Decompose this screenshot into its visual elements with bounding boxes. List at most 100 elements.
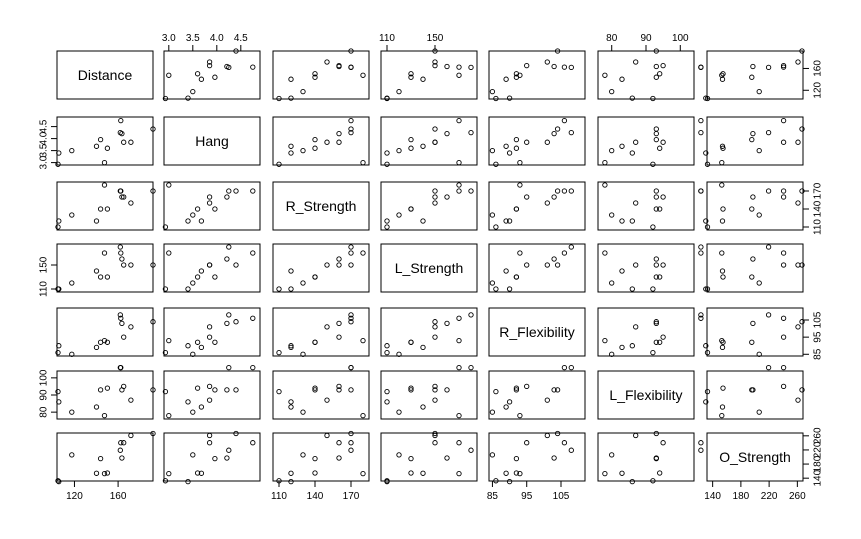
data-point: [619, 470, 625, 476]
data-point: [653, 194, 659, 200]
tick-label: 100: [39, 369, 50, 386]
data-point: [517, 182, 523, 188]
data-point: [602, 159, 608, 166]
data-point: [720, 339, 726, 345]
data-point: [756, 212, 762, 218]
data-point: [703, 95, 709, 101]
data-point: [69, 452, 75, 458]
panel-r-flexibility-vs-distance: [55, 307, 156, 357]
data-point: [384, 224, 390, 230]
data-point: [104, 206, 111, 212]
data-point: [456, 315, 462, 321]
data-point: [185, 286, 191, 292]
data-point: [166, 337, 172, 344]
data-point: [653, 319, 659, 325]
data-point: [544, 262, 550, 268]
data-point: [544, 432, 550, 439]
data-point: [276, 388, 282, 395]
data-point: [288, 95, 294, 101]
data-point: [93, 344, 100, 351]
data-point: [69, 409, 75, 415]
data-point: [517, 250, 523, 256]
data-point: [704, 349, 711, 356]
data-point: [198, 470, 205, 476]
data-point: [212, 274, 218, 280]
axis-hang-left: 3.03.54.04.5: [39, 119, 58, 170]
data-point: [503, 218, 509, 224]
data-point: [396, 409, 402, 415]
data-point: [698, 64, 704, 71]
data-point: [432, 194, 438, 200]
data-point: [432, 334, 438, 340]
data-point: [657, 274, 663, 280]
data-point: [503, 143, 509, 149]
data-point: [348, 364, 354, 371]
data-point: [117, 188, 123, 194]
data-point: [657, 206, 663, 212]
panel-distance-vs-o-strength: [703, 48, 805, 102]
tick-label: 4.5: [39, 119, 50, 133]
data-point: [653, 126, 659, 132]
panel-frame: [488, 432, 586, 482]
data-point: [513, 455, 520, 462]
data-point: [396, 88, 402, 95]
data-point: [119, 320, 125, 327]
panel-o-strength-vs-l-flexibility: [597, 430, 704, 485]
data-point: [720, 145, 726, 151]
tick-label: 85: [813, 348, 824, 360]
tick-label: 85: [487, 491, 499, 502]
data-point: [226, 64, 232, 71]
panel-frame: [380, 116, 478, 166]
data-point: [629, 343, 635, 349]
data-point: [456, 470, 462, 477]
data-point: [101, 412, 108, 419]
data-point: [224, 387, 230, 393]
data-point: [162, 224, 169, 230]
data-point: [568, 364, 574, 371]
data-point: [128, 324, 134, 330]
data-point: [348, 129, 354, 136]
data-point: [360, 250, 366, 256]
data-point: [780, 364, 787, 371]
data-point: [312, 71, 318, 77]
data-point: [55, 224, 61, 230]
data-point: [660, 139, 666, 145]
data-point: [780, 117, 787, 124]
variable-label-r-strength: R_Strength: [286, 198, 357, 214]
data-point: [212, 339, 218, 345]
panel-l-strength-vs-r-flexibility: [488, 243, 586, 293]
data-point: [300, 351, 306, 357]
data-point: [384, 95, 390, 101]
data-point: [432, 387, 438, 393]
data-point: [524, 383, 530, 390]
panel-frame: [597, 116, 695, 166]
panel-r-flexibility-vs-hang: [162, 307, 261, 357]
variable-label-r-flexibility: R_Flexibility: [499, 324, 574, 340]
data-point: [795, 262, 801, 268]
data-point: [150, 319, 156, 325]
data-point: [561, 250, 568, 256]
data-point: [118, 315, 124, 321]
data-point: [660, 262, 666, 268]
data-point: [300, 452, 306, 458]
data-point: [756, 88, 762, 95]
data-point: [719, 76, 726, 82]
data-point: [212, 206, 218, 212]
data-point: [561, 440, 568, 446]
data-point: [657, 470, 663, 476]
data-point: [117, 312, 123, 318]
data-point: [348, 319, 354, 325]
data-point: [226, 312, 232, 318]
data-point: [162, 478, 169, 484]
axis-l-strength-left: 110 150: [39, 256, 58, 297]
data-point: [336, 334, 342, 340]
panel-frame: [488, 307, 586, 357]
data-point: [288, 76, 294, 82]
data-point: [162, 388, 169, 395]
data-point: [660, 440, 666, 446]
data-point: [554, 126, 561, 132]
variable-label-l-flexibility: L_Flexibility: [609, 387, 682, 403]
data-point: [162, 349, 169, 356]
data-point: [517, 412, 523, 419]
tick-label: 4.0: [210, 33, 224, 44]
